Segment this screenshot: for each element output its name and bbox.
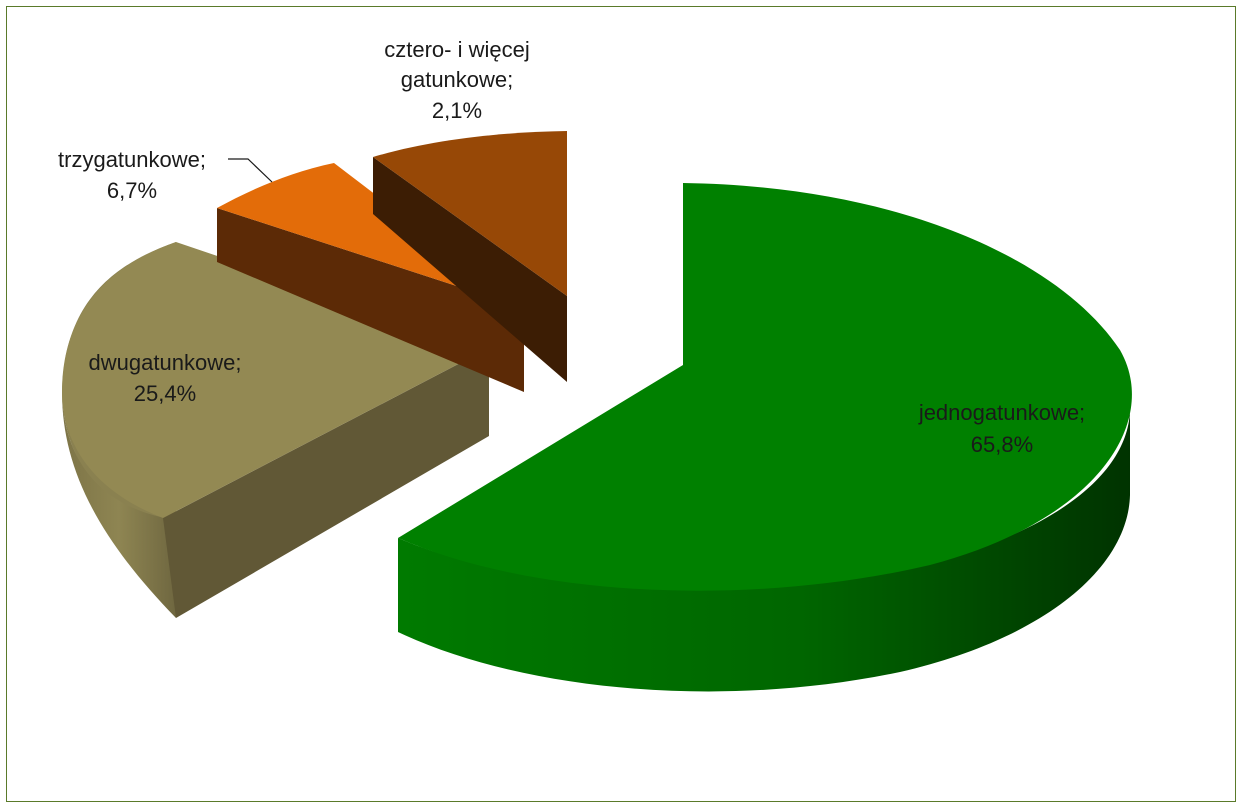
label-cztero-value: 2,1%	[432, 98, 482, 123]
label-dwugatunkowe-value: 25,4%	[134, 381, 196, 406]
label-cztero-line2: gatunkowe;	[401, 67, 514, 92]
label-trzygatunkowe: trzygatunkowe;	[58, 147, 206, 172]
label-jednogatunkowe: jednogatunkowe;	[918, 400, 1085, 425]
data-labels: cztero- i więcej gatunkowe; 2,1% trzygat…	[58, 37, 1085, 457]
slice-dwugatunkowe-rim	[62, 392, 176, 618]
slice-dwugatunkowe-inner-wall	[163, 348, 489, 618]
slice-jednogatunkowe-side	[398, 410, 1130, 692]
label-dwugatunkowe: dwugatunkowe;	[89, 350, 242, 375]
slice-cztero-inner-wall	[373, 157, 567, 382]
slice-cztero	[373, 131, 567, 382]
leader-line-trzygatunkowe	[228, 158, 273, 183]
slice-dwugatunkowe-top	[62, 242, 489, 518]
slice-jednogatunkowe	[398, 183, 1132, 692]
slice-trzygatunkowe-outer-wall	[217, 208, 524, 392]
label-trzygatunkowe-value: 6,7%	[107, 178, 157, 203]
slice-dwugatunkowe	[62, 242, 489, 618]
label-jednogatunkowe-value: 65,8%	[971, 432, 1033, 457]
slice-cztero-top	[373, 131, 567, 296]
label-cztero-line1: cztero- i więcej	[384, 37, 529, 62]
slice-jednogatunkowe-top	[398, 183, 1132, 591]
